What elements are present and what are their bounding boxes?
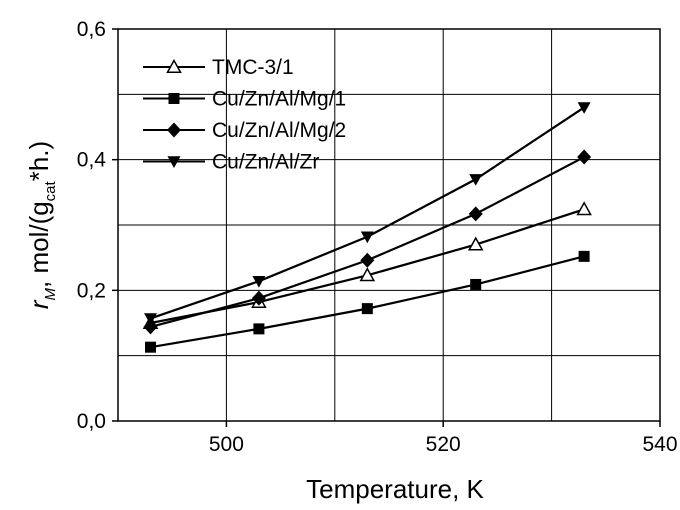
legend-marker (168, 93, 180, 104)
legend-item: TMC-3/1 (143, 56, 294, 79)
y-axis-title: rM, mol/(gcat*h.) (24, 141, 59, 309)
series-3 (143, 149, 592, 335)
data-point (252, 275, 266, 288)
data-point (576, 201, 592, 216)
legend: TMC-3/1 Cu/Zn/Al/Mg/1 Cu/Zn/Al/Mg/2 Cu/Zn/A… (143, 56, 346, 174)
x-axis-title: Temperature, K (306, 474, 484, 504)
legend-marker (167, 156, 181, 168)
series-2 (145, 250, 590, 353)
data-point (577, 149, 592, 165)
y-tick-label: 0,6 (77, 18, 106, 41)
y-axis-title-main: r (24, 299, 54, 309)
legend-marker (166, 58, 182, 73)
data-point (361, 303, 373, 315)
legend-label: TMC-3/1 (212, 56, 294, 79)
plot-frame (117, 28, 661, 422)
data-point (360, 231, 374, 244)
y-axis-title-main-sub: M (42, 288, 59, 301)
data-point (144, 313, 158, 325)
series-4 (144, 102, 591, 325)
data-point (578, 250, 590, 262)
legend-label: Cu/Zn/Al/Mg/1 (212, 88, 346, 111)
data-point (470, 278, 482, 290)
legend-item: Cu/Zn/Al/Zr (143, 151, 319, 174)
data-point (145, 341, 157, 353)
legend-label: Cu/Zn/Al/Mg/2 (212, 119, 346, 142)
y-tick-label: 0,2 (77, 279, 106, 302)
data-point (359, 267, 376, 282)
y-axis-title-unit-tail: *h.) (24, 141, 54, 181)
y-tick-label: 0,0 (77, 410, 106, 433)
data-point (143, 319, 158, 335)
y-axis-title-unit-sub: cat (42, 180, 59, 201)
x-tick-label: 540 (642, 433, 677, 456)
data-point (467, 236, 484, 251)
y-axis-title-unit: , mol/(g (24, 201, 54, 288)
series-layer (142, 102, 592, 353)
data-point (251, 290, 266, 306)
grid (118, 29, 660, 421)
tick-labels: 500 520 540 0,0 0,2 0,4 0,6 (77, 18, 678, 456)
legend-marker (167, 122, 181, 138)
data-point (577, 102, 591, 114)
data-point (469, 174, 483, 186)
y-tick-label: 0,4 (77, 149, 107, 172)
svg-text:rM, mol/(gcat*h.): rM, mol/(gcat*h.) (24, 141, 59, 309)
x-tick-label: 500 (209, 433, 244, 456)
legend-item: Cu/Zn/Al/Mg/1 (143, 88, 346, 111)
data-point (253, 323, 265, 335)
legend-label: Cu/Zn/Al/Zr (212, 151, 319, 174)
series-1 (142, 201, 592, 329)
data-point (468, 206, 483, 222)
x-tick-label: 520 (426, 433, 461, 456)
legend-item: Cu/Zn/Al/Mg/2 (143, 119, 346, 142)
data-point (360, 252, 375, 268)
